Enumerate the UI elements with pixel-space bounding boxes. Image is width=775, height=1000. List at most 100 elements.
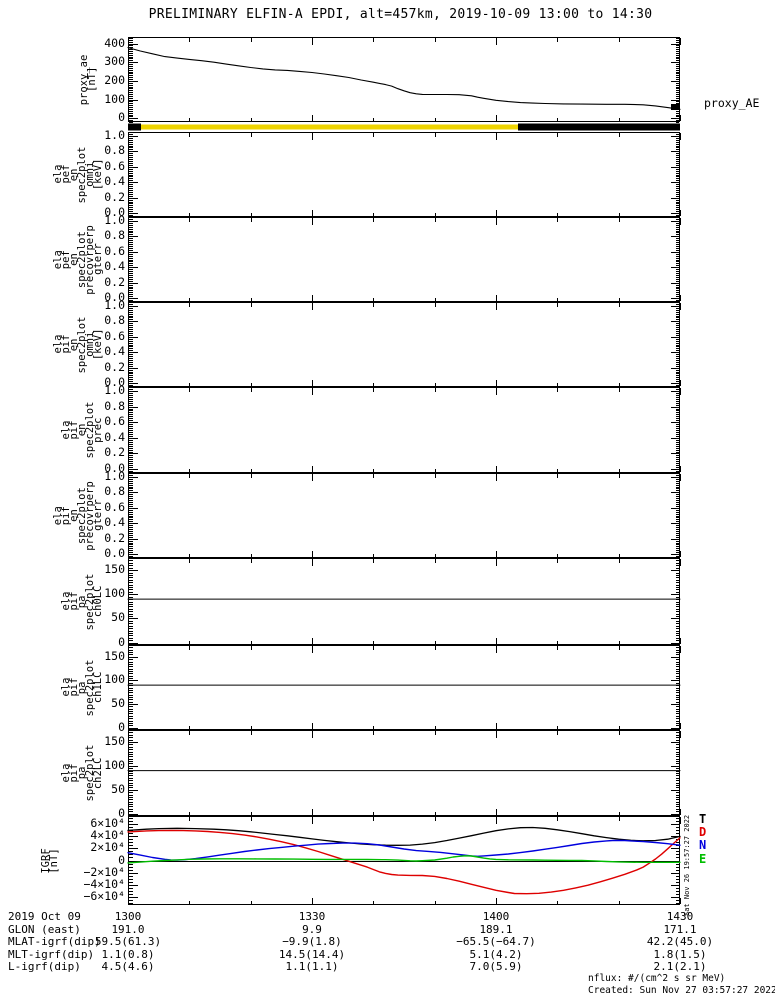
y-tick-label-ela_pef_en_spec2plot_omni: 0.0 [104, 205, 125, 219]
panel-ela_pif_en_spec2plot_omni [128, 302, 681, 388]
ephemeris-row-label: 2019 Oct 09 [8, 910, 81, 923]
y-tick-label-ela_pef_en_spec2plot_omni: 0.6 [104, 159, 125, 173]
panel-ticks [128, 132, 681, 218]
panel-ela_pif_pa_spec2plot_ch2LC [127, 730, 681, 817]
y-tick-label-ela_pif_en_spec2plot_precovrperp_gterr: 0.2 [104, 531, 125, 545]
y-tick-label-ela_pif_pa_spec2plot_ch2LC: 50 [111, 782, 125, 796]
ephemeris-value: 42.2(45.0) [646, 935, 714, 948]
y-tick-label-ela_pif_pa_spec2plot_ch0LC: 100 [104, 586, 125, 600]
panel-ticks [128, 38, 681, 123]
plot-title: PRELIMINARY ELFIN-A EPDI, alt=457km, 201… [148, 7, 653, 22]
y-tick-label-proxy_ae: 200 [104, 73, 125, 87]
y-tick-label-ela_pif_en_spec2plot_omni: 0.4 [104, 344, 125, 358]
panel-ela_pef_en_spec2plot_precovrperp_gterr [128, 217, 681, 303]
panel-ylabel-ela_pif_en_spec2plot_precovrperp_gterr: ela pif en spec2plot precovrperp gterr [52, 481, 104, 551]
ephemeris-value: 9.9 [302, 923, 322, 936]
panel-ela_pif_en_spec2plot_precovrperp_gterr [128, 473, 681, 559]
y-tick-label-igrf: −2×10⁴ [83, 865, 125, 879]
y-tick-label-ela_pef_en_spec2plot_precovrperp_gterr: 0.0 [104, 290, 125, 304]
series-T [127, 826, 681, 846]
y-tick-label-igrf: −6×10⁴ [83, 889, 125, 903]
y-tick-label-ela_pif_en_spec2plot_precovrperp_gterr: 0.4 [104, 515, 125, 529]
y-tick-label-ela_pif_en_spec2plot_omni: 0.2 [104, 360, 125, 374]
series-E [127, 855, 681, 864]
panel-ticks [128, 302, 681, 388]
legend-entry-T: T [699, 812, 707, 826]
y-tick-label-ela_pif_en_spec2plot_precovrperp_gterr: 1.0 [104, 469, 125, 483]
ephemeris-value: 1.1(0.8) [101, 948, 155, 961]
ephemeris-value: −9.9(1.8) [282, 935, 342, 948]
y-tick-label-ela_pef_en_spec2plot_omni: 0.8 [104, 143, 125, 157]
y-tick-label-ela_pif_pa_spec2plot_ch0LC: 50 [111, 610, 125, 624]
ylabel-word: [keV] [92, 328, 104, 361]
ephemeris-value: 5.1(4.2) [469, 948, 523, 961]
panel-ticks [128, 730, 681, 817]
y-tick-label-ela_pif_en_spec2plot_prec: 0.2 [104, 445, 125, 459]
legend-entry-D: D [699, 825, 707, 839]
y-tick-label-ela_pif_en_spec2plot_omni: 0.6 [104, 329, 125, 343]
panel-igrf [127, 816, 681, 905]
x-tick-label: 1300 [114, 910, 142, 923]
ylabel-word: ch0LC [92, 585, 104, 618]
y-tick-label-ela_pef_en_spec2plot_omni: 1.0 [104, 128, 125, 142]
y-tick-label-ela_pif_pa_spec2plot_ch2LC: 100 [104, 758, 125, 772]
y-tick-label-ela_pif_en_spec2plot_prec: 0.4 [104, 430, 125, 444]
legend-entry-E: E [699, 852, 707, 866]
panel-ylabel-igrf: IGRF [nT] [40, 847, 60, 874]
proxy-ae-end-marker [671, 104, 679, 110]
y-tick-label-ela_pif_en_spec2plot_prec: 0.8 [104, 399, 125, 413]
panel-ylabel-ela_pif_en_spec2plot_omni: ela pif en spec2plot omni [keV] [52, 316, 104, 373]
panel-ticks [128, 558, 681, 646]
status-bar [128, 123, 680, 131]
ylabel-word: [keV] [92, 158, 104, 191]
series-D [127, 829, 681, 895]
panel-ylabel-ela_pif_pa_spec2plot_ch2LC: ela pif pa spec2plot ch2LC [60, 745, 104, 802]
ephemeris-row-label: MLT-igrf(dip) [8, 948, 95, 961]
panel-ticks [128, 817, 681, 904]
y-tick-label-ela_pif_en_spec2plot_precovrperp_gterr: 0.8 [104, 484, 125, 498]
y-tick-label-ela_pef_en_spec2plot_precovrperp_gterr: 0.6 [104, 244, 125, 258]
y-tick-label-ela_pif_pa_spec2plot_ch2LC: 150 [104, 734, 125, 748]
ephemeris-value: 1.8(1.5) [653, 948, 707, 961]
panel-ticks [128, 473, 681, 559]
y-tick-label-ela_pef_en_spec2plot_precovrperp_gterr: 1.0 [104, 213, 125, 227]
x-tick-label: 1330 [298, 910, 326, 923]
y-tick-label-ela_pif_en_spec2plot_precovrperp_gterr: 0.6 [104, 500, 125, 514]
y-tick-label-ela_pif_pa_spec2plot_ch1LC: 150 [104, 649, 125, 663]
series-proxy_AE [127, 47, 681, 110]
ylabel-word: gterr [92, 243, 104, 276]
ephemeris-row-label: L-igrf(dip) [8, 960, 81, 973]
ephemeris-value: 171.1 [663, 923, 697, 936]
y-tick-label-ela_pif_pa_spec2plot_ch1LC: 50 [111, 696, 125, 710]
panel-ela_pif_pa_spec2plot_ch0LC [127, 558, 681, 646]
y-tick-label-ela_pif_pa_spec2plot_ch2LC: 0 [118, 806, 125, 820]
y-tick-label-ela_pif_en_spec2plot_prec: 0.6 [104, 414, 125, 428]
x-tick-label: 1430 [666, 910, 694, 923]
panel-ticks [128, 217, 681, 303]
panel-ylabel-proxy_ae: proxy_ae [nT] [78, 54, 98, 105]
ylabel-word: ch1LC [92, 671, 104, 704]
y-tick-label-ela_pif_en_spec2plot_precovrperp_gterr: 0.0 [104, 546, 125, 560]
y-tick-label-igrf: 2×10⁴ [90, 840, 125, 854]
panel-ylabel-ela_pif_pa_spec2plot_ch0LC: ela pif pa spec2plot ch0LC [60, 573, 104, 630]
y-tick-label-ela_pef_en_spec2plot_precovrperp_gterr: 0.2 [104, 275, 125, 289]
y-tick-label-igrf: 6×10⁴ [90, 816, 125, 830]
ylabel-word: [nT] [86, 66, 98, 93]
y-tick-label-ela_pif_pa_spec2plot_ch1LC: 0 [118, 720, 125, 734]
ephemeris-value: −65.5(−64.7) [456, 935, 536, 948]
x-tick-label: 1400 [482, 910, 510, 923]
ephemeris-value: 2.1(2.1) [653, 960, 707, 973]
created-timestamp: Created: Sun Nov 27 03:57:27 2022 [588, 985, 775, 996]
y-tick-label-ela_pif_en_spec2plot_prec: 1.0 [104, 383, 125, 397]
y-tick-label-proxy_ae: 300 [104, 54, 125, 68]
y-tick-label-igrf: −4×10⁴ [83, 877, 125, 891]
series-N [127, 839, 681, 861]
y-tick-label-ela_pif_pa_spec2plot_ch1LC: 100 [104, 672, 125, 686]
ephemeris-value: 7.0(5.9) [469, 960, 523, 973]
ephemeris-row-label: GLON (east) [8, 923, 81, 936]
y-tick-label-proxy_ae: 0 [118, 110, 125, 124]
panel-ylabel-ela_pef_en_spec2plot_omni: ela pef en spec2plot omni [keV] [52, 146, 104, 203]
ephemeris-value: 191.0 [111, 923, 145, 936]
status-bar-segment [128, 123, 141, 131]
ylabel-word: [nT] [48, 847, 60, 874]
